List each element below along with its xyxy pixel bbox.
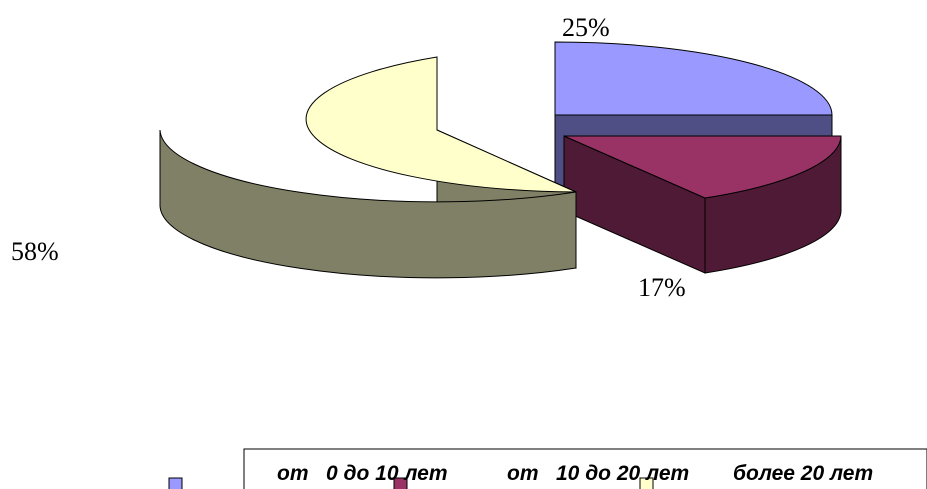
data-label-over-20-years: 58% [11, 237, 59, 266]
legend-swatch-0-10-years [168, 477, 183, 489]
pie-slice-over-20-years [305, 56, 577, 193]
legend-box [243, 448, 927, 489]
legend-swatch-10-20-years [393, 477, 408, 489]
legend-item-0-10-years: от 0 до 10 лет [277, 462, 448, 485]
legend: от 0 до 10 лет от 10 до 20 лет более 20 … [168, 448, 927, 489]
legend-item-10-20-years: от 10 до 20 лет [507, 462, 689, 485]
pie-plot-area [159, 41, 842, 279]
data-label-10-20-years: 17% [638, 273, 686, 302]
data-label-0-10-years: 25% [562, 13, 610, 42]
legend-swatch-over-20-years [639, 477, 654, 489]
pie-slice-side-over-20-years [159, 129, 577, 279]
pie-slice-10-20-years [563, 135, 842, 199]
pie-slice-0-10-years [554, 41, 833, 116]
legend-item-over-20-years: более 20 лет [733, 462, 873, 485]
